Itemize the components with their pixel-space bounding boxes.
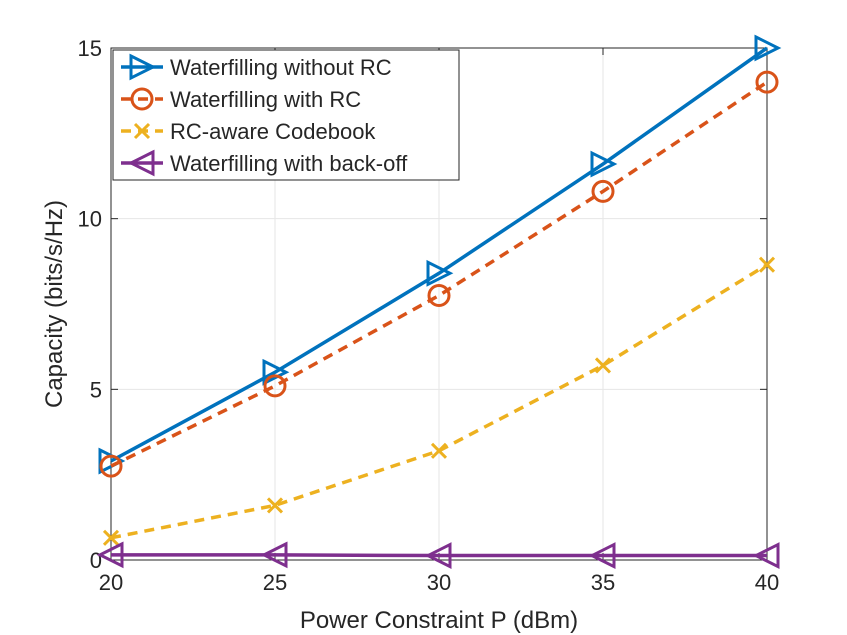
data-point bbox=[591, 179, 615, 203]
x-tick-label: 30 bbox=[427, 570, 451, 595]
data-point bbox=[590, 150, 618, 178]
series-3 bbox=[96, 541, 780, 569]
data-point bbox=[754, 34, 782, 62]
legend-marker bbox=[133, 122, 151, 140]
legend-marker bbox=[129, 53, 157, 81]
data-point bbox=[588, 542, 616, 569]
data-point bbox=[430, 442, 448, 459]
series-line bbox=[110, 80, 768, 468]
data-point bbox=[263, 374, 287, 398]
series-line bbox=[111, 553, 767, 558]
legend-entry: Waterfilling without RC bbox=[170, 55, 392, 80]
axis-ticks: 20 25 30 35 40 0 5 10 15 bbox=[78, 36, 780, 595]
legend: Waterfilling without RC Waterfilling with… bbox=[112, 49, 460, 181]
data-point bbox=[262, 358, 290, 386]
legend-entry: RC-aware Codebook bbox=[170, 119, 376, 144]
data-point bbox=[758, 256, 776, 273]
data-point bbox=[260, 541, 288, 569]
y-tick-label: 0 bbox=[90, 548, 102, 573]
legend-marker bbox=[127, 149, 155, 177]
x-axis-label: Power Constraint P (dBm) bbox=[300, 607, 578, 634]
legend-box bbox=[112, 49, 460, 181]
legend-entry: Waterfilling with RC bbox=[170, 87, 361, 112]
series-group bbox=[96, 34, 782, 569]
y-tick-label: 5 bbox=[90, 377, 102, 402]
data-point bbox=[752, 542, 780, 569]
x-tick-label: 40 bbox=[755, 570, 779, 595]
y-axis-label: Capacity (bits/s/Hz) bbox=[41, 200, 68, 408]
data-point bbox=[102, 529, 120, 546]
data-point bbox=[424, 542, 452, 569]
data-point bbox=[427, 283, 451, 307]
data-point bbox=[96, 541, 124, 569]
data-point bbox=[266, 497, 284, 514]
data-point bbox=[426, 259, 454, 287]
series-2 bbox=[102, 256, 776, 546]
data-point bbox=[594, 357, 612, 374]
legend-entry: Waterfilling with back-off bbox=[170, 151, 408, 176]
y-tick-label: 15 bbox=[78, 36, 102, 61]
data-point bbox=[755, 70, 779, 94]
series-line bbox=[110, 46, 769, 463]
x-tick-label: 35 bbox=[591, 570, 615, 595]
x-tick-label: 20 bbox=[99, 570, 123, 595]
x-tick-label: 25 bbox=[263, 570, 287, 595]
legend-marker bbox=[130, 87, 154, 111]
y-tick-label: 10 bbox=[78, 207, 102, 232]
data-point bbox=[99, 454, 123, 478]
series-1 bbox=[99, 70, 779, 478]
